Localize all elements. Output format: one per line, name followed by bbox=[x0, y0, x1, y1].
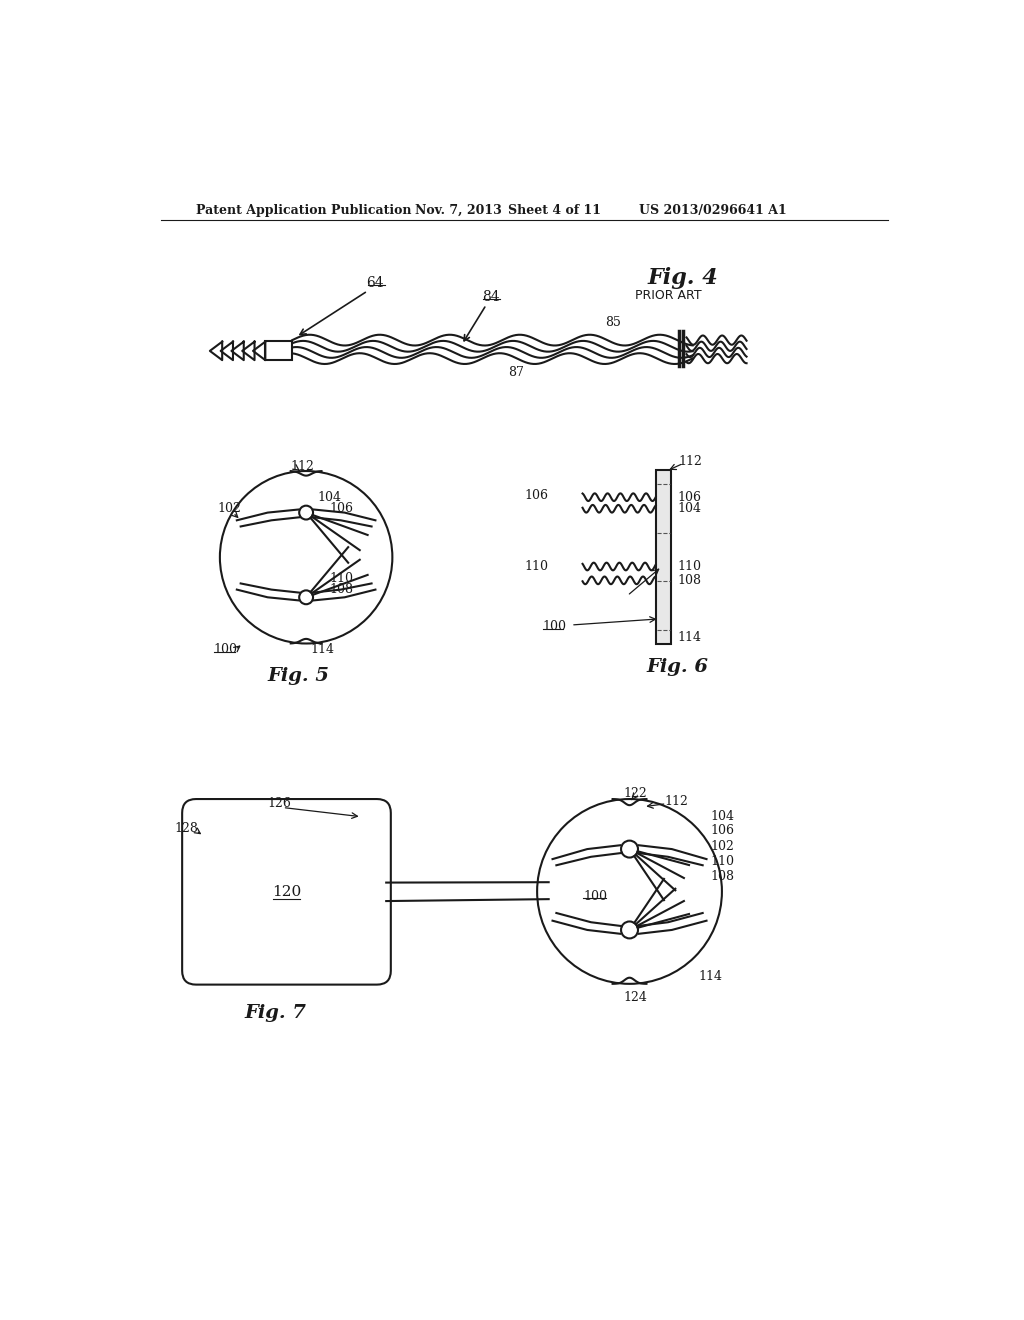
Text: 106: 106 bbox=[524, 490, 549, 502]
Text: 112: 112 bbox=[291, 459, 314, 473]
Text: 110: 110 bbox=[524, 560, 549, 573]
Text: 108: 108 bbox=[711, 870, 734, 883]
Text: 100: 100 bbox=[543, 620, 566, 634]
Text: 100: 100 bbox=[584, 890, 607, 903]
Text: 114: 114 bbox=[677, 631, 701, 644]
Text: 64: 64 bbox=[367, 276, 384, 290]
Text: 122: 122 bbox=[624, 787, 647, 800]
Text: 110: 110 bbox=[711, 855, 734, 869]
Text: Fig. 7: Fig. 7 bbox=[245, 1005, 306, 1022]
Text: PRIOR ART: PRIOR ART bbox=[635, 289, 701, 302]
Text: 114: 114 bbox=[310, 643, 334, 656]
Text: 120: 120 bbox=[271, 884, 301, 899]
Text: 110: 110 bbox=[330, 572, 353, 585]
Text: Sheet 4 of 11: Sheet 4 of 11 bbox=[508, 205, 601, 218]
Text: 102: 102 bbox=[217, 502, 242, 515]
Text: 114: 114 bbox=[698, 970, 723, 982]
Text: 106: 106 bbox=[711, 824, 734, 837]
Text: 110: 110 bbox=[677, 560, 701, 573]
Bar bbox=[655, 470, 671, 644]
Text: 128: 128 bbox=[174, 822, 199, 834]
Text: 85: 85 bbox=[605, 315, 621, 329]
Text: 87: 87 bbox=[508, 366, 523, 379]
Text: Fig. 5: Fig. 5 bbox=[267, 667, 330, 685]
Text: Patent Application Publication: Patent Application Publication bbox=[196, 205, 412, 218]
Bar bbox=[265, 341, 292, 360]
Text: Nov. 7, 2013: Nov. 7, 2013 bbox=[416, 205, 502, 218]
Text: 126: 126 bbox=[267, 797, 291, 810]
Text: US 2013/0296641 A1: US 2013/0296641 A1 bbox=[639, 205, 786, 218]
Text: 104: 104 bbox=[317, 491, 342, 504]
Text: 106: 106 bbox=[330, 502, 353, 515]
Text: 106: 106 bbox=[677, 491, 701, 504]
Text: Fig. 4: Fig. 4 bbox=[648, 267, 719, 289]
Text: 112: 112 bbox=[665, 795, 688, 808]
Text: 84: 84 bbox=[482, 290, 500, 304]
Text: 104: 104 bbox=[711, 810, 734, 824]
Text: 108: 108 bbox=[330, 583, 353, 597]
Text: 104: 104 bbox=[677, 502, 701, 515]
Text: Fig. 6: Fig. 6 bbox=[646, 657, 709, 676]
Text: 108: 108 bbox=[677, 574, 701, 587]
Text: 124: 124 bbox=[624, 991, 647, 1005]
Text: 100: 100 bbox=[214, 643, 238, 656]
Text: 102: 102 bbox=[711, 840, 734, 853]
Text: 112: 112 bbox=[679, 454, 702, 467]
